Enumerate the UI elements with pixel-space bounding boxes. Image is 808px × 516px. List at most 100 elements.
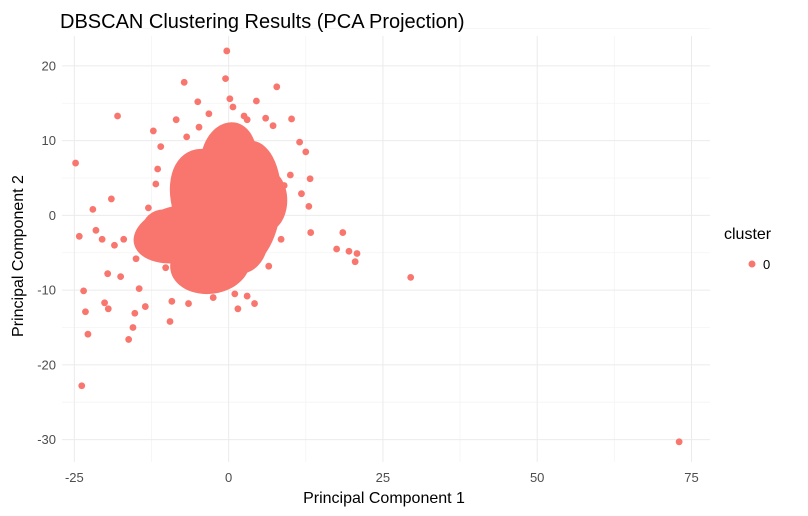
data-point: [129, 324, 137, 331]
legend-key-cluster-0: [748, 260, 756, 268]
x-axis-ticks: -25 0 25 50 75: [65, 470, 699, 485]
grid-lines: [62, 28, 710, 462]
data-point: [98, 235, 106, 243]
data-point: [229, 103, 237, 111]
legend-title: cluster: [724, 226, 772, 243]
data-point: [84, 330, 92, 338]
data-point: [183, 133, 191, 141]
data-point: [273, 83, 281, 91]
data-point: [135, 285, 143, 293]
data-point: [131, 309, 139, 317]
data-point: [168, 297, 176, 305]
data-point: [166, 318, 174, 325]
data-point: [243, 116, 251, 124]
x-tick-label: 75: [684, 470, 698, 485]
data-point: [75, 232, 83, 240]
data-point: [407, 274, 415, 281]
data-point: [78, 382, 86, 390]
data-point: [146, 220, 154, 228]
data-point: [152, 180, 160, 188]
data-point: [251, 300, 258, 307]
legend-label-cluster-0: 0: [763, 257, 770, 272]
cluster-density-blob: [142, 209, 186, 249]
data-point: [277, 235, 285, 243]
data-point: [302, 148, 310, 156]
data-point: [195, 123, 203, 131]
cluster-density-blob: [244, 169, 288, 232]
data-point: [157, 143, 165, 151]
data-point: [243, 292, 251, 300]
data-point: [80, 287, 87, 295]
x-tick-label: 50: [530, 470, 544, 485]
data-point: [107, 195, 115, 203]
x-axis-title: Principal Component 1: [303, 490, 465, 507]
cluster-density-cloud: [133, 122, 288, 295]
data-point: [120, 235, 128, 243]
data-point: [305, 203, 313, 210]
y-tick-label: -20: [37, 357, 56, 372]
data-point: [231, 290, 239, 298]
data-point: [286, 171, 294, 179]
x-tick-label: -25: [65, 470, 84, 485]
data-point: [89, 205, 97, 213]
data-point: [141, 303, 149, 310]
data-point: [353, 250, 361, 257]
data-point: [149, 127, 157, 135]
data-point: [265, 262, 273, 270]
y-tick-label: -10: [37, 283, 56, 298]
data-point: [145, 204, 152, 212]
data-point: [351, 258, 359, 266]
y-axis-ticks: 20 10 0 -10 -20 -30: [37, 58, 56, 447]
data-point: [259, 167, 266, 174]
data-point: [104, 305, 112, 313]
data-point: [158, 231, 166, 239]
data-point: [172, 116, 180, 124]
data-point: [180, 78, 188, 86]
y-tick-label: 0: [49, 208, 56, 223]
data-point: [125, 336, 133, 343]
data-point: [307, 229, 315, 236]
data-point: [185, 300, 192, 307]
data-point: [253, 97, 260, 105]
data-point: [194, 98, 202, 106]
data-point: [138, 238, 146, 245]
data-point: [269, 122, 277, 130]
data-point: [72, 159, 79, 167]
chart-title: DBSCAN Clustering Results (PCA Projectio…: [60, 11, 465, 33]
data-point: [200, 280, 208, 288]
data-points: [72, 47, 683, 446]
y-tick-label: -30: [37, 432, 56, 447]
data-point: [675, 438, 683, 446]
data-point: [288, 115, 295, 123]
data-point: [306, 175, 314, 183]
data-point: [162, 264, 170, 272]
data-point: [262, 114, 270, 122]
legend: cluster 0: [724, 226, 772, 272]
data-point: [114, 112, 121, 120]
data-point: [222, 75, 229, 82]
data-point: [82, 308, 89, 316]
data-point: [296, 138, 303, 146]
data-point: [175, 170, 183, 178]
cluster-density-blob: [200, 122, 257, 197]
data-point: [111, 241, 118, 249]
data-point: [101, 299, 108, 307]
x-tick-label: 0: [225, 470, 232, 485]
data-point: [154, 165, 162, 173]
data-point: [333, 245, 341, 253]
data-point: [226, 95, 234, 103]
data-point: [219, 144, 226, 152]
data-point: [223, 47, 231, 55]
data-point: [339, 229, 347, 236]
data-point: [280, 182, 288, 189]
data-point: [205, 110, 213, 118]
data-point: [209, 294, 217, 301]
y-axis-title: Principal Component 2: [10, 175, 27, 337]
data-point: [228, 277, 236, 285]
data-point: [345, 247, 353, 255]
x-tick-label: 25: [376, 470, 390, 485]
data-point: [214, 130, 221, 138]
data-point: [92, 226, 100, 234]
y-tick-label: 20: [42, 58, 56, 73]
